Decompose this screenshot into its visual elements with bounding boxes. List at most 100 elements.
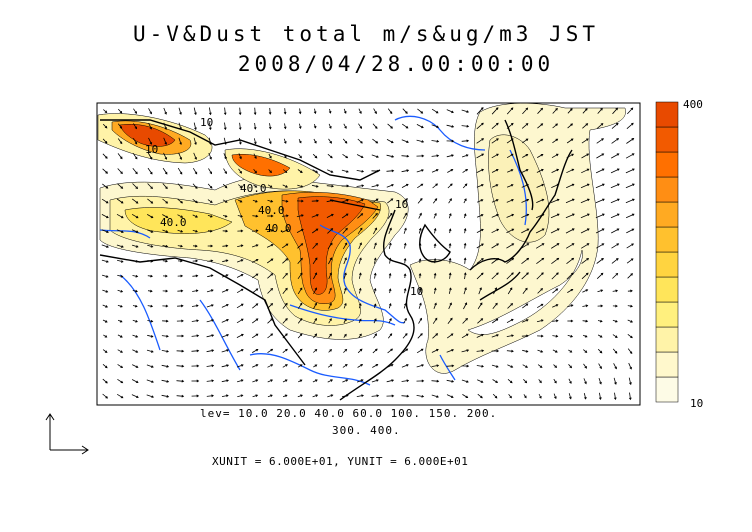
wind-vector bbox=[224, 107, 226, 115]
wind-vector-head bbox=[315, 394, 319, 397]
wind-vector-head bbox=[420, 333, 423, 336]
wind-vector bbox=[431, 380, 439, 382]
wind-vector bbox=[117, 274, 123, 278]
wind-vector-head bbox=[586, 153, 590, 156]
wind-vector bbox=[566, 138, 574, 144]
wind-vector bbox=[447, 183, 453, 189]
wind-vector bbox=[476, 107, 484, 115]
wind-vector bbox=[148, 137, 152, 145]
dust-plume-northwest bbox=[97, 113, 321, 190]
wind-vector bbox=[191, 335, 199, 337]
wind-vector-head bbox=[391, 394, 395, 398]
wind-vector-head bbox=[406, 394, 410, 398]
wind-vector-head bbox=[211, 304, 214, 307]
wind-vector bbox=[132, 137, 138, 145]
wind-vector bbox=[552, 123, 558, 129]
wind-vector bbox=[161, 394, 169, 398]
wind-vector bbox=[402, 333, 408, 339]
wind-vector bbox=[416, 395, 424, 397]
wind-vector-head bbox=[331, 199, 335, 202]
wind-vector-head bbox=[525, 107, 529, 111]
wind-vector bbox=[626, 122, 634, 130]
wind-vector bbox=[251, 244, 259, 248]
wind-vector bbox=[116, 229, 124, 233]
wind-vector bbox=[552, 288, 558, 294]
wind-vector bbox=[236, 379, 244, 383]
wind-vector bbox=[535, 243, 545, 249]
wind-vector bbox=[163, 152, 167, 160]
wind-vector bbox=[491, 228, 499, 234]
wind-vector-head bbox=[389, 333, 393, 336]
wind-vector-head bbox=[344, 318, 347, 322]
wind-vector bbox=[403, 303, 407, 309]
wind-vector bbox=[596, 258, 604, 264]
wind-vector-head bbox=[165, 244, 169, 248]
wind-vector-head bbox=[421, 379, 425, 383]
wind-vector bbox=[386, 139, 394, 143]
wind-vector-head bbox=[255, 244, 259, 247]
wind-vector bbox=[536, 199, 544, 203]
rivers bbox=[99, 115, 527, 386]
wind-vector-head bbox=[587, 213, 590, 217]
wind-vector bbox=[552, 138, 558, 144]
wind-vector bbox=[102, 183, 108, 189]
wind-vector-head bbox=[149, 126, 152, 130]
wind-vector bbox=[373, 318, 377, 324]
wind-vector-head bbox=[541, 243, 545, 246]
wind-vector bbox=[146, 394, 154, 398]
wind-vector bbox=[521, 123, 529, 129]
wind-vector bbox=[506, 228, 514, 234]
wind-vector-head bbox=[403, 273, 407, 276]
wind-vector-head bbox=[299, 348, 303, 352]
wind-vector bbox=[476, 243, 484, 249]
wind-vector-head bbox=[134, 141, 138, 145]
wind-vector bbox=[566, 153, 574, 159]
wind-vector bbox=[431, 124, 439, 128]
wind-vector-head bbox=[421, 140, 425, 143]
wind-vectors bbox=[101, 107, 635, 401]
wind-vector bbox=[161, 335, 169, 337]
wind-vector bbox=[282, 364, 288, 368]
wind-vector bbox=[102, 378, 108, 384]
wind-vector bbox=[327, 228, 333, 234]
wind-vector-head bbox=[226, 379, 229, 382]
wind-vector-head bbox=[630, 304, 633, 308]
wind-vector-head bbox=[464, 198, 467, 201]
wind-vector-head bbox=[196, 349, 200, 353]
wind-vector-head bbox=[255, 394, 259, 397]
wind-vector bbox=[101, 198, 109, 204]
wind-vector bbox=[131, 213, 139, 219]
wind-vector bbox=[358, 123, 362, 129]
wind-vector-head bbox=[466, 333, 469, 337]
wind-vector bbox=[477, 318, 483, 324]
wind-vector-head bbox=[450, 333, 454, 336]
wind-vector bbox=[612, 273, 618, 279]
wind-vector-head bbox=[225, 274, 229, 277]
wind-vector bbox=[610, 168, 620, 174]
wind-vector bbox=[147, 152, 153, 160]
wind-vector-head bbox=[448, 272, 452, 276]
wind-vector-head bbox=[270, 244, 274, 247]
wind-vector bbox=[192, 214, 198, 218]
wind-vector bbox=[357, 213, 363, 219]
wind-vector-head bbox=[390, 364, 394, 367]
wind-vector-head bbox=[390, 126, 393, 129]
wind-vector bbox=[312, 153, 318, 159]
wind-vector bbox=[493, 287, 497, 295]
wind-vector bbox=[536, 303, 544, 309]
wind-vector-head bbox=[150, 274, 153, 278]
wind-vector-head bbox=[313, 125, 317, 129]
wind-vector bbox=[580, 198, 590, 204]
wind-vector-head bbox=[418, 287, 422, 291]
wind-vector bbox=[193, 152, 197, 160]
wind-vector bbox=[462, 169, 468, 173]
wind-vector-head bbox=[135, 365, 139, 368]
wind-vector bbox=[282, 288, 288, 294]
wind-vector bbox=[477, 379, 483, 383]
wind-vector-head bbox=[330, 379, 333, 382]
wind-vector bbox=[131, 229, 139, 233]
wind-vector-head bbox=[571, 272, 574, 276]
wind-vector-head bbox=[629, 382, 632, 386]
wind-vector bbox=[328, 272, 332, 280]
wind-vector-head bbox=[435, 169, 439, 172]
